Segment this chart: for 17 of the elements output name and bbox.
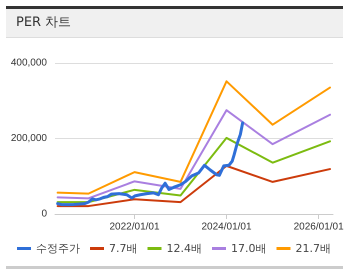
- y-tick-label: 0: [41, 208, 48, 220]
- chart-title: PER 차트: [6, 6, 343, 38]
- line-series: [56, 80, 331, 195]
- line-series: [56, 164, 331, 208]
- y-tick-label: 400,000: [10, 58, 48, 68]
- legend-label: 7.7배: [109, 242, 138, 255]
- x-tick-label: 2022/01/01: [109, 222, 160, 232]
- y-tick-label: 200,000: [10, 133, 48, 144]
- line-series: [56, 109, 331, 200]
- x-tick-label: 2026/01/01: [294, 222, 344, 232]
- legend-label: 21.7배: [295, 242, 331, 255]
- legend-label: 17.0배: [231, 242, 266, 255]
- legend-label: 12.4배: [166, 242, 202, 255]
- x-tick-label: 2024/01/01: [201, 222, 252, 232]
- line-series: [56, 121, 244, 206]
- legend-label: 수정주가: [36, 242, 80, 255]
- line-series: [56, 136, 331, 204]
